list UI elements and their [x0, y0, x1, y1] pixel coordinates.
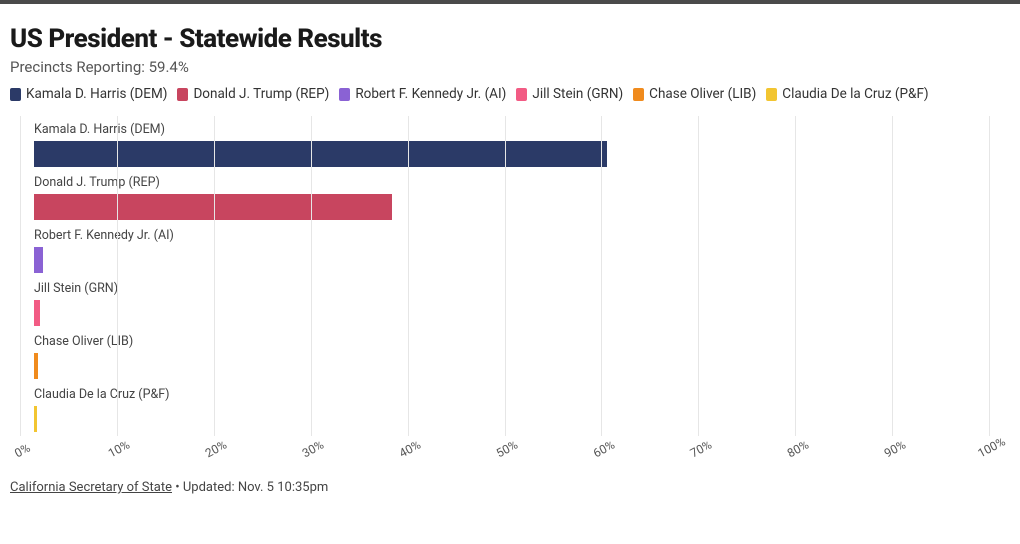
- legend-item: Claudia De la Cruz (P&F): [766, 86, 928, 102]
- gridline: [408, 116, 409, 436]
- bar-track: [34, 300, 989, 326]
- x-tick-label: 0%: [12, 441, 32, 461]
- bar-track: [34, 194, 989, 220]
- bar: [34, 353, 38, 379]
- gridline: [311, 116, 312, 436]
- legend-item: Jill Stein (GRN): [516, 86, 623, 102]
- gridline: [505, 116, 506, 436]
- bar: [34, 141, 607, 167]
- source-link[interactable]: California Secretary of State: [10, 480, 172, 495]
- legend-item: Robert F. Kennedy Jr. (AI): [339, 86, 506, 102]
- footer: California Secretary of State • Updated:…: [10, 480, 1010, 495]
- precincts-reporting: Precincts Reporting: 59.4%: [10, 58, 1010, 76]
- gridline: [698, 116, 699, 436]
- bar-chart: Kamala D. Harris (DEM)Donald J. Trump (R…: [20, 116, 990, 436]
- x-tick-label: 90%: [882, 438, 908, 461]
- bar-track: [34, 247, 989, 273]
- x-tick-label: 100%: [975, 434, 1007, 460]
- gridline: [892, 116, 893, 436]
- legend-label: Claudia De la Cruz (P&F): [782, 86, 928, 102]
- updated-text: • Updated: Nov. 5 10:35pm: [172, 480, 328, 495]
- x-tick-label: 10%: [106, 438, 132, 461]
- gridline: [214, 116, 215, 436]
- x-tick-label: 60%: [591, 438, 617, 461]
- page: US President - Statewide Results Precinc…: [0, 4, 1020, 505]
- x-tick-label: 70%: [688, 438, 714, 461]
- gridline: [795, 116, 796, 436]
- legend-label: Jill Stein (GRN): [532, 86, 623, 102]
- x-axis: 0%10%20%30%40%50%60%70%80%90%100%: [20, 442, 990, 472]
- bar-track: [34, 141, 989, 167]
- bar: [34, 247, 43, 273]
- legend-item: Donald J. Trump (REP): [177, 86, 329, 102]
- legend-label: Chase Oliver (LIB): [649, 86, 756, 102]
- x-tick-label: 50%: [494, 438, 520, 461]
- legend-swatch: [339, 88, 350, 101]
- legend-label: Donald J. Trump (REP): [193, 86, 329, 102]
- bar: [34, 300, 40, 326]
- bar-track: [34, 353, 989, 379]
- legend-item: Kamala D. Harris (DEM): [10, 86, 167, 102]
- legend-swatch: [633, 88, 644, 101]
- x-tick-label: 30%: [300, 438, 326, 461]
- x-tick-label: 20%: [203, 438, 229, 461]
- legend-label: Robert F. Kennedy Jr. (AI): [355, 86, 506, 102]
- x-tick-label: 40%: [397, 438, 423, 461]
- legend-swatch: [766, 88, 777, 101]
- chart-area: Kamala D. Harris (DEM)Donald J. Trump (R…: [20, 116, 990, 472]
- gridline: [20, 116, 21, 436]
- legend-swatch: [10, 88, 21, 101]
- gridline: [989, 116, 990, 436]
- x-tick-label: 80%: [785, 438, 811, 461]
- legend-item: Chase Oliver (LIB): [633, 86, 756, 102]
- legend-swatch: [516, 88, 527, 101]
- page-title: US President - Statewide Results: [10, 24, 1010, 54]
- legend: Kamala D. Harris (DEM) Donald J. Trump (R…: [10, 86, 1010, 102]
- gridline: [601, 116, 602, 436]
- legend-label: Kamala D. Harris (DEM): [26, 86, 167, 102]
- bar: [34, 406, 37, 432]
- bar-track: [34, 406, 989, 432]
- gridline: [117, 116, 118, 436]
- legend-swatch: [177, 88, 188, 101]
